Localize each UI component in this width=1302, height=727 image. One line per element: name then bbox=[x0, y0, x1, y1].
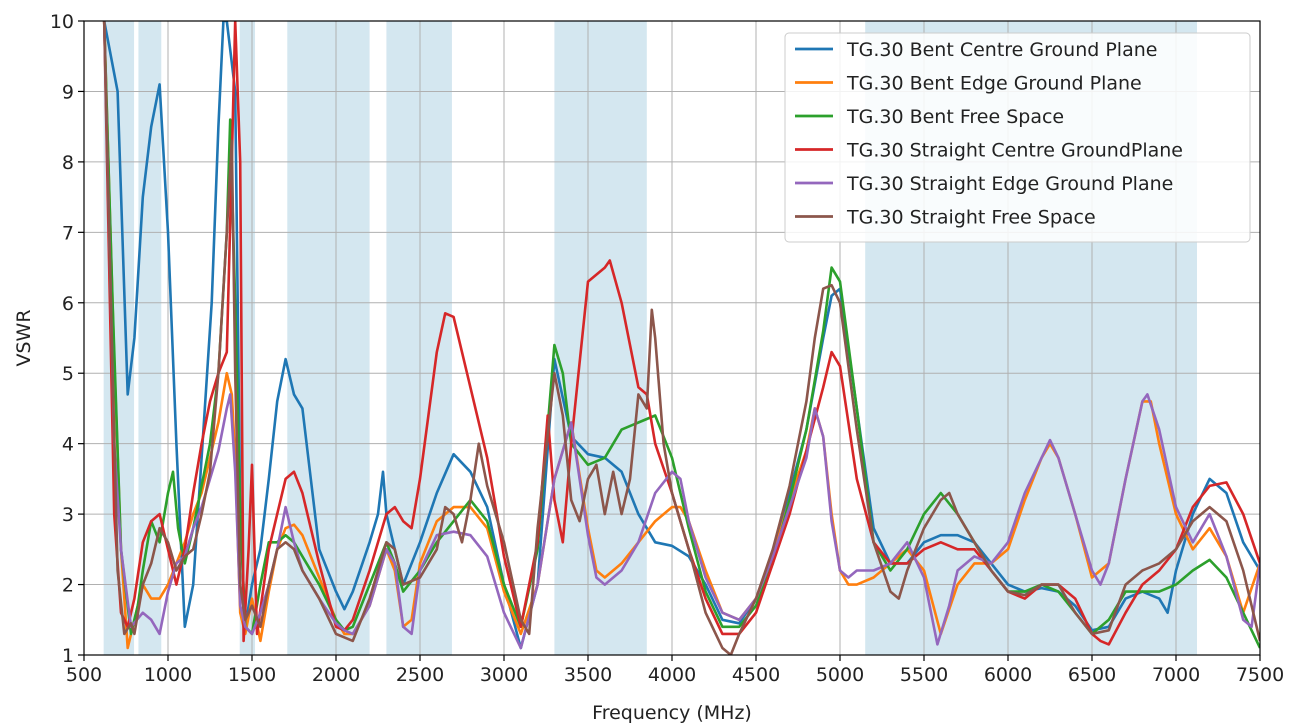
y-tick-label-3: 4 bbox=[62, 434, 74, 456]
y-tick-label-2: 3 bbox=[62, 504, 74, 526]
x-tick-label-1: 1000 bbox=[144, 664, 192, 686]
y-tick-label-0: 1 bbox=[62, 645, 74, 667]
x-axis-ticks: 500 1000 1500 2000 2500 3000 3500 4000 4500 5000 5… bbox=[66, 655, 1284, 686]
x-tick-label-12: 6500 bbox=[1068, 664, 1116, 686]
legend-label-0: TG.30 Bent Centre Ground Plane bbox=[846, 39, 1157, 61]
legend-label-2: TG.30 Bent Free Space bbox=[846, 106, 1064, 128]
legend-label-4: TG.30 Straight Edge Ground Plane bbox=[846, 173, 1173, 195]
x-tick-label-8: 4500 bbox=[732, 664, 780, 686]
y-tick-label-7: 8 bbox=[62, 152, 74, 174]
x-axis-label: Frequency (MHz) bbox=[592, 702, 752, 724]
band-1 bbox=[138, 21, 162, 655]
x-tick-label-0: 500 bbox=[66, 664, 102, 686]
legend: TG.30 Bent Centre Ground Plane TG.30 Bent… bbox=[784, 32, 1251, 243]
x-tick-label-11: 6000 bbox=[984, 664, 1032, 686]
y-tick-label-5: 6 bbox=[62, 293, 74, 315]
y-tick-label-6: 7 bbox=[62, 222, 74, 244]
x-tick-label-3: 2000 bbox=[312, 664, 360, 686]
x-tick-label-9: 5000 bbox=[816, 664, 864, 686]
x-tick-label-2: 1500 bbox=[228, 664, 276, 686]
legend-label-5: TG.30 Straight Free Space bbox=[846, 207, 1096, 229]
band-3 bbox=[287, 21, 370, 655]
x-tick-label-5: 3000 bbox=[480, 664, 528, 686]
band-5 bbox=[554, 21, 647, 655]
x-tick-label-4: 2500 bbox=[396, 664, 444, 686]
x-tick-label-7: 4000 bbox=[648, 664, 696, 686]
legend-box bbox=[784, 32, 1251, 243]
y-tick-label-4: 5 bbox=[62, 363, 74, 385]
y-axis-ticks: 1 2 3 4 5 6 7 8 9 10 bbox=[50, 11, 84, 667]
series-line-4 bbox=[102, 21, 1260, 650]
series-lines bbox=[102, 21, 1260, 655]
y-tick-label-9: 10 bbox=[50, 11, 74, 33]
y-tick-label-1: 2 bbox=[62, 575, 74, 597]
y-axis-label: VSWR bbox=[13, 309, 35, 366]
legend-label-1: TG.30 Bent Edge Ground Plane bbox=[846, 73, 1142, 95]
legend-label-3: TG.30 Straight Centre GroundPlane bbox=[846, 140, 1183, 162]
y-tick-label-8: 9 bbox=[62, 81, 74, 103]
x-tick-label-13: 7000 bbox=[1152, 664, 1200, 686]
x-tick-label-10: 5500 bbox=[900, 664, 948, 686]
x-tick-label-6: 3500 bbox=[564, 664, 612, 686]
series-line-5 bbox=[102, 21, 1260, 655]
x-tick-label-14: 7500 bbox=[1236, 664, 1284, 686]
